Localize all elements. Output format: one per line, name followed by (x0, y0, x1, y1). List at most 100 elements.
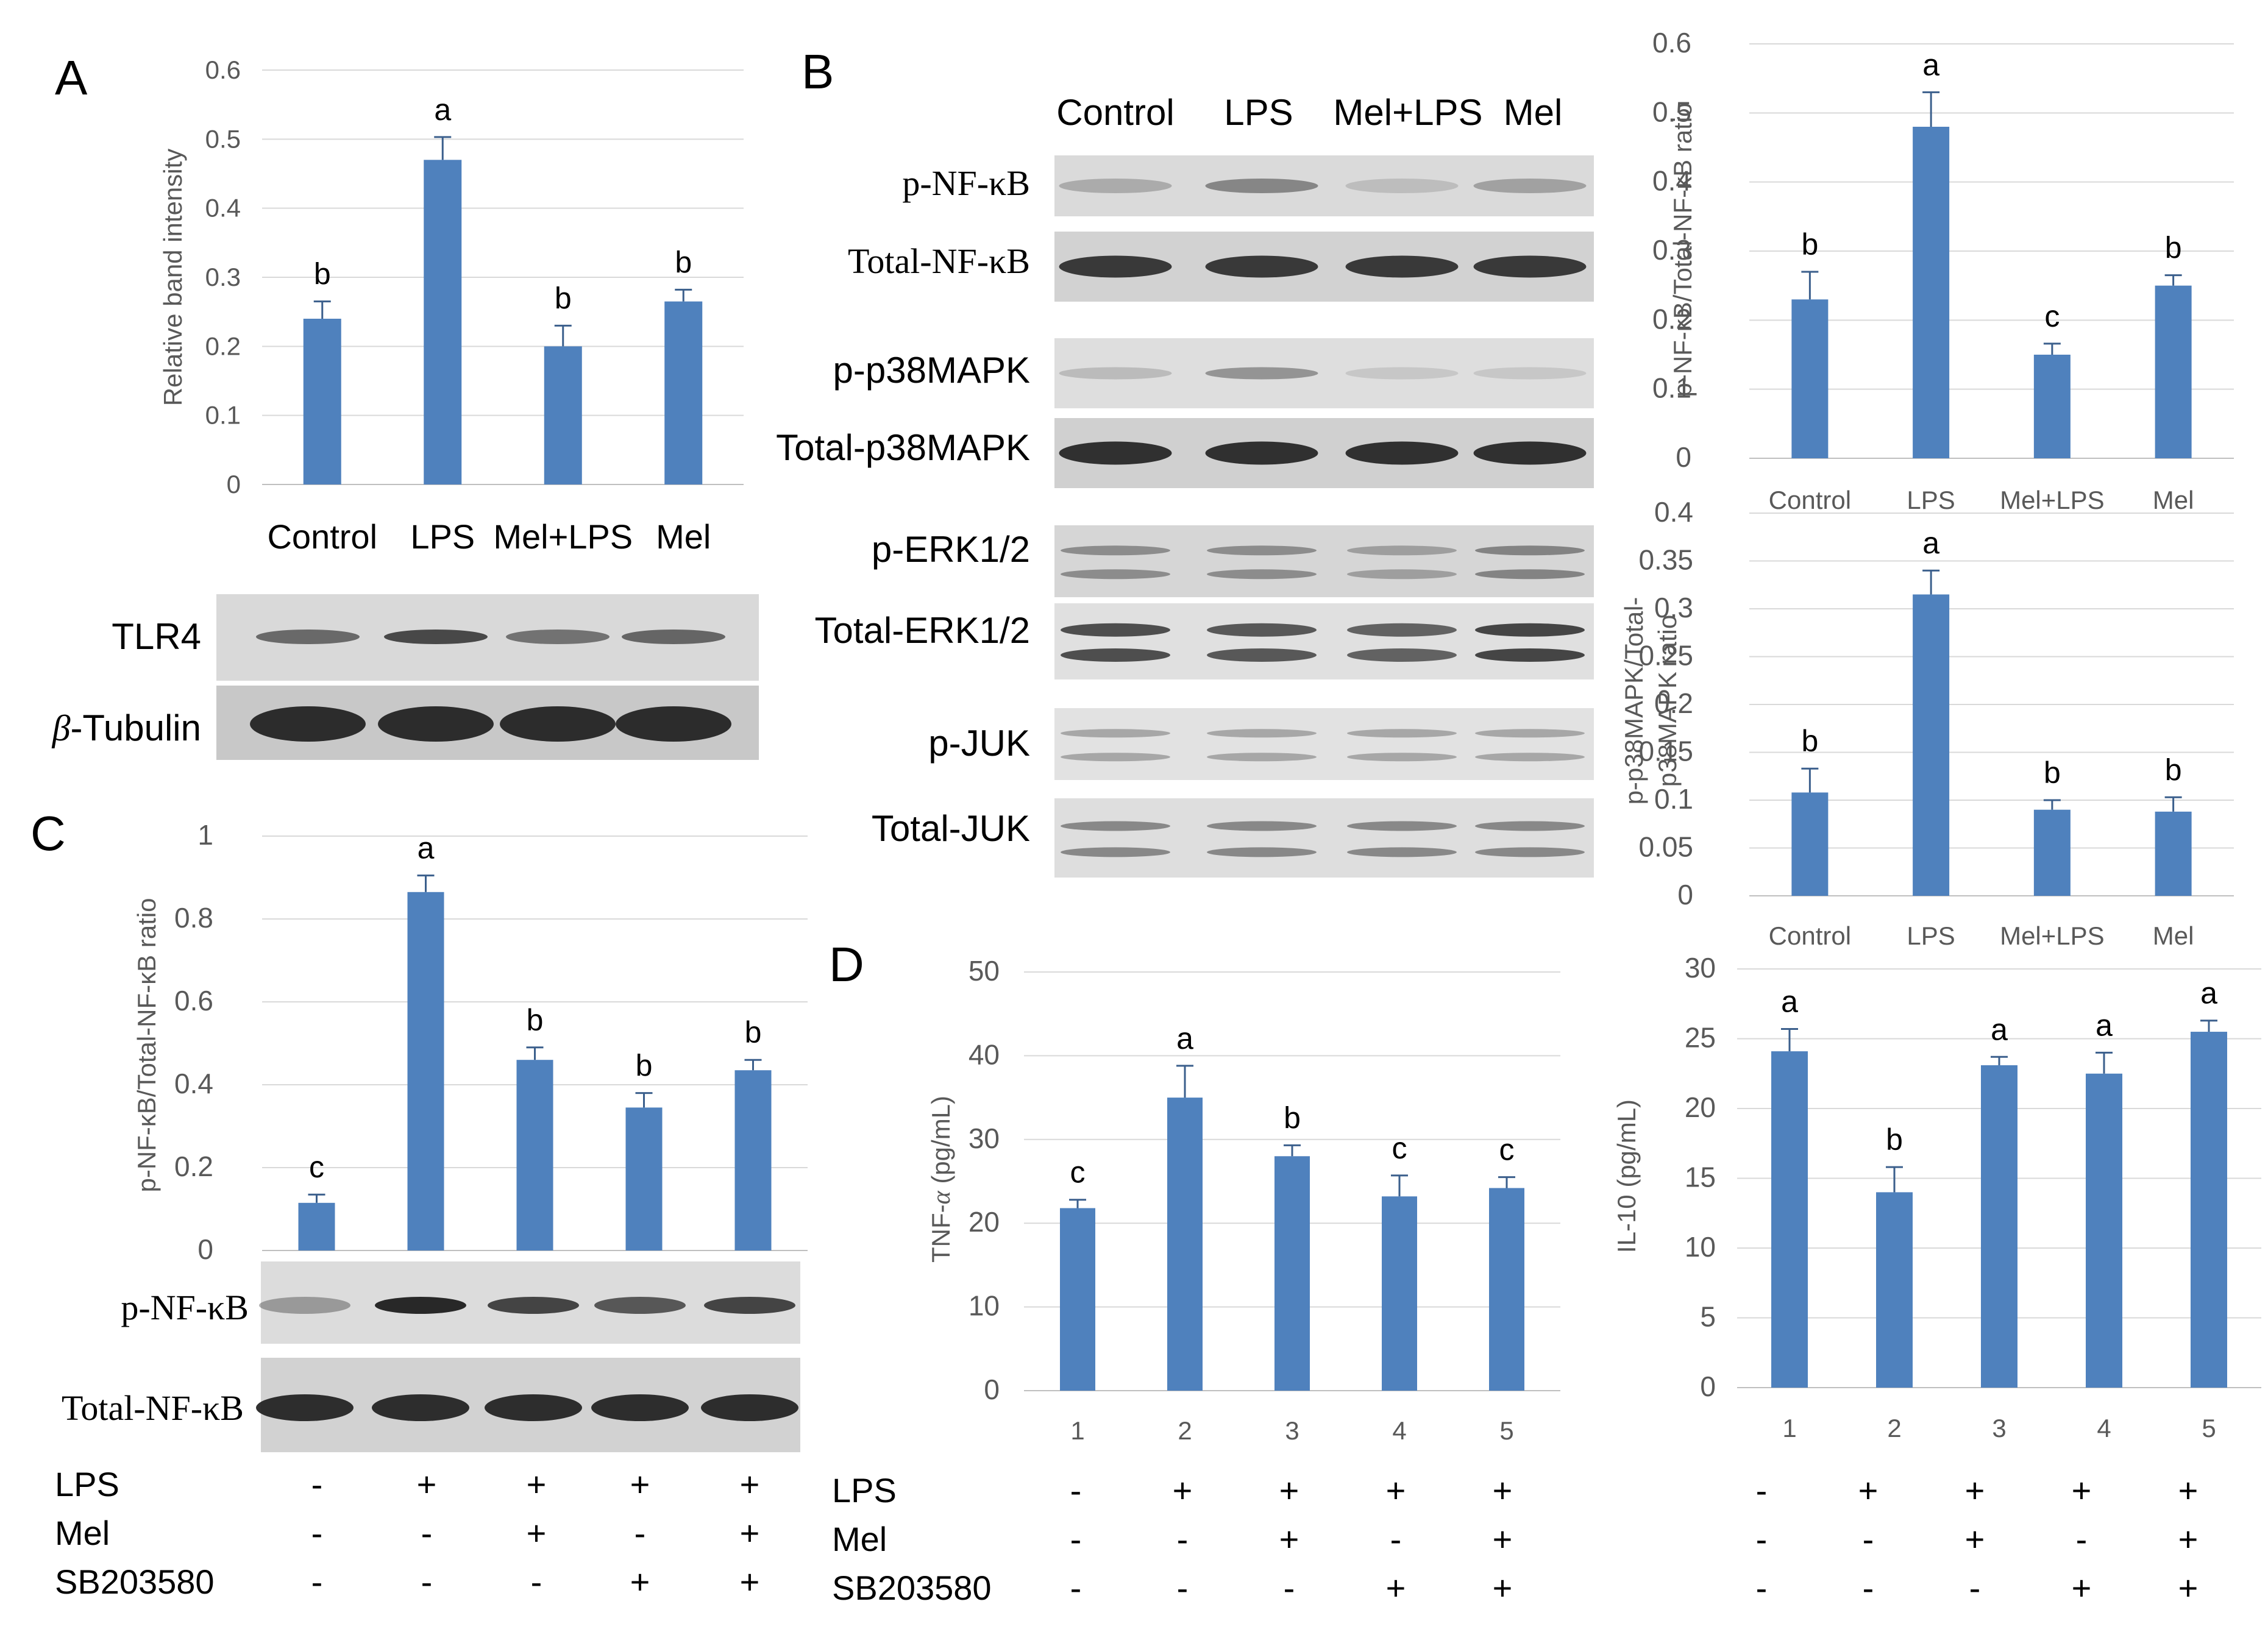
blot-b-band (1347, 623, 1457, 637)
treatment-row-label: SB203580 (832, 1569, 992, 1607)
d2-significance-letter: a (1991, 1012, 2008, 1046)
d1-category-label: 1 (1070, 1416, 1084, 1445)
chart-c-nfkb-ratio: 0 0.2 0.4 0.6 0.8 1 c a b b b p-NF-κB/Total-NF-κB r… (132, 819, 808, 1265)
treatment-cell: + (1279, 1471, 1299, 1509)
blot-a-tubulin-band (378, 706, 494, 742)
blot-a-tubulin-band (616, 706, 731, 742)
b1-y-tick-label: 0.4 (1652, 165, 1691, 197)
c-y-tick-label: 0.6 (174, 985, 213, 1016)
panel-label-b: B (802, 44, 834, 99)
chart-d-il10: 0 5 10 15 20 25 30 a 1 b 2 a 3 a 4 a 5 IL-10 (pg/mL) (1612, 952, 2261, 1442)
a-y-tick-label: 0.1 (205, 401, 241, 430)
treatment-cell: + (1173, 1471, 1193, 1509)
treatment-cell: + (1279, 1520, 1299, 1558)
treatment-cell: - (421, 1563, 433, 1601)
treatment-cell: + (740, 1465, 760, 1503)
blot-b-band (1347, 821, 1457, 831)
d2-y-tick-label: 20 (1685, 1091, 1716, 1123)
blot-b-row-label: p-NF-κB (902, 163, 1030, 203)
a-bar (303, 319, 341, 484)
c-bar (298, 1202, 335, 1250)
c-y-tick-label: 1 (197, 819, 213, 851)
blot-a-tlr4-band (506, 630, 610, 644)
c-y-tick-label: 0.4 (174, 1068, 213, 1099)
d2-bar (2191, 1032, 2227, 1388)
blot-a: TLR4 β-Tubulin (52, 594, 759, 760)
treatment-cell: - (1969, 1569, 1981, 1607)
treatment-cell: + (1493, 1471, 1513, 1509)
treatment-cell: - (531, 1563, 542, 1601)
blot-b-band (1347, 545, 1457, 556)
blot-b-row-label: p-ERK1/2 (872, 529, 1030, 570)
b2-bar (2155, 811, 2192, 896)
d1-bar (1167, 1098, 1203, 1391)
b1-bar (2033, 355, 2071, 458)
b2-bar (2033, 809, 2071, 896)
d1-bar (1489, 1188, 1524, 1391)
b1-significance-letter: c (2044, 299, 2060, 333)
d1-y-tick-label: 20 (969, 1206, 1000, 1238)
treatment-cell: - (1390, 1520, 1402, 1558)
d2-bar (1981, 1065, 2017, 1388)
a-bar (424, 160, 462, 484)
blot-b-strip (1054, 525, 1594, 597)
d1-bar (1382, 1196, 1417, 1391)
blot-b-band (1205, 367, 1318, 380)
a-bar (544, 346, 582, 484)
blot-b-lane-mel-lps: Mel+LPS (1333, 92, 1482, 133)
d2-y-tick-label: 30 (1685, 952, 1716, 984)
b2-category-label: Mel (2153, 921, 2194, 950)
blot-c-pnfkb-band (259, 1297, 350, 1314)
c-y-tick-label: 0.8 (174, 902, 213, 934)
treatment-cell: + (2178, 1569, 2199, 1607)
blot-b-band (1473, 367, 1587, 380)
treatment-table-d-right: - + + + + - - + - + - - - + + (1756, 1471, 2199, 1607)
treatment-cell: + (2178, 1471, 2199, 1509)
treatment-cell: + (527, 1465, 547, 1503)
treatment-cell: - (1863, 1569, 1874, 1607)
b1-category-label: Mel (2153, 486, 2194, 514)
c-significance-letter: a (418, 831, 435, 865)
blot-a-tubulin-band (250, 706, 366, 742)
d2-category-label: 1 (1782, 1414, 1796, 1442)
blot-b: Control LPS Mel+LPS Mel p-NF-κB Total-NF-… (776, 92, 1594, 878)
a-significance-letter: b (314, 257, 331, 291)
d2-bar (1876, 1192, 1913, 1388)
blot-b-band (1205, 255, 1318, 278)
blot-b-band (1475, 569, 1585, 580)
blot-b-band (1347, 753, 1457, 762)
blot-b-band (1473, 179, 1587, 193)
blot-c-label-total-nfkb: Total-NF-κB (62, 1388, 244, 1428)
b2-significance-letter: b (2044, 756, 2061, 790)
treatment-cell: + (1386, 1471, 1406, 1509)
blot-a-tubulin-band (500, 706, 616, 742)
b2-y-tick-label: 0.25 (1638, 640, 1693, 672)
blot-c-pnfkb-band (704, 1297, 795, 1314)
a-y-tick-label: 0.3 (205, 263, 241, 291)
blot-b-band (1061, 648, 1170, 662)
b1-bar (1913, 127, 1950, 458)
blot-b-row-label: Total-JUK (872, 808, 1030, 849)
treatment-cell: - (1177, 1520, 1189, 1558)
treatment-row-label: SB203580 (55, 1563, 215, 1601)
blot-b-band (1347, 729, 1457, 738)
blot-b-strip (1054, 155, 1594, 216)
d1-y-tick-label: 0 (984, 1374, 1000, 1405)
treatment-cell: + (1386, 1569, 1406, 1607)
treatment-row-label: LPS (55, 1465, 119, 1503)
d1-y-axis-label: TNF-α (pg/mL) (926, 1096, 956, 1263)
panel-label-c: C (30, 806, 66, 860)
treatment-cell: + (2178, 1520, 2199, 1558)
treatment-row-label: Mel (55, 1514, 110, 1552)
blot-c: p-NF-κB Total-NF-κB (62, 1261, 800, 1452)
d2-category-label: 5 (2202, 1414, 2216, 1442)
b2-y-axis-label-line: p-p38MAPK/Total- (1619, 597, 1648, 805)
a-y-tick-label: 0.2 (205, 332, 241, 360)
blot-c-total-nfkb-band (256, 1394, 354, 1421)
treatment-cell: + (1493, 1520, 1513, 1558)
blot-b-band (1473, 441, 1587, 465)
b2-y-tick-label: 0.35 (1638, 544, 1693, 576)
blot-b-band (1475, 821, 1585, 831)
c-significance-letter: b (636, 1049, 653, 1083)
